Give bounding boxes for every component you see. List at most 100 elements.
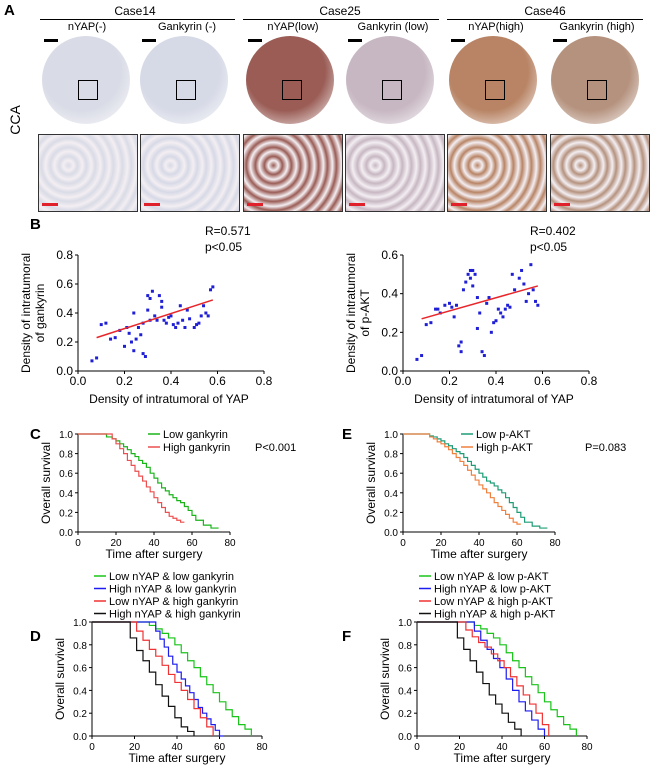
scatter-chart-pakt: 0.0 0.2 0.4 0.6 0.8 0.0 0.2 0.4 0.6 R=0.402 p<0.05… — [344, 224, 598, 406]
case-title-3: Case46 — [524, 4, 566, 18]
data-point — [524, 299, 528, 303]
zoomed-tissue-3 — [243, 134, 343, 212]
data-point — [508, 305, 512, 309]
data-point — [473, 272, 477, 276]
y-tick-label: 0.0 — [398, 732, 412, 743]
data-point — [459, 340, 463, 344]
legend-label: Low nYAP & low p-AKT — [434, 571, 549, 583]
x-tick-label: 60 — [539, 742, 551, 753]
survival-curve — [92, 621, 224, 737]
y-axis-title-group: Overall survival — [53, 638, 67, 720]
data-point — [454, 303, 458, 307]
data-point — [160, 299, 164, 303]
scale-bar-overview-4 — [348, 39, 362, 42]
data-point — [155, 318, 159, 322]
data-point — [415, 357, 419, 361]
data-point — [517, 276, 521, 280]
data-point — [171, 323, 175, 327]
y-tick-label: 0.6 — [381, 248, 398, 262]
column-label-4: Gankyrin (low) — [357, 21, 429, 33]
x-tick-label: 0 — [400, 538, 406, 549]
x-tick-label: 20 — [454, 742, 466, 753]
panel-letter-e: E — [342, 426, 353, 443]
zoom-region-box-2 — [176, 80, 196, 100]
data-point — [434, 307, 438, 311]
data-point — [534, 299, 538, 303]
y-tick-label: 0.2 — [398, 709, 412, 720]
data-point — [136, 326, 140, 329]
y-axis-title-line1: Density of intratumoral — [19, 253, 33, 373]
data-point — [99, 323, 103, 327]
data-point — [499, 311, 503, 315]
y-tick-label: 0.8 — [56, 248, 73, 262]
data-point — [109, 337, 113, 341]
correlation-p-label: p<0.05 — [530, 240, 567, 254]
x-tick-label: 0 — [89, 742, 95, 753]
x-axis-title: Time after surgery — [454, 751, 551, 765]
data-point — [178, 304, 182, 308]
data-point — [480, 350, 484, 354]
data-point — [492, 321, 496, 325]
scale-bar-overview-1 — [44, 39, 58, 42]
data-point — [475, 296, 479, 300]
survival-curve — [417, 621, 550, 736]
data-point — [529, 263, 533, 267]
scale-bar-overview-3 — [248, 39, 262, 42]
data-point — [169, 314, 173, 318]
data-point — [461, 288, 465, 292]
data-point — [482, 354, 486, 358]
x-axis-title: Time after surgery — [431, 547, 528, 561]
survival-chart-d: 0 20 40 60 80 0.0 0.2 0.4 0.6 0.8 1.0 Time after su… — [53, 571, 268, 765]
data-point — [485, 301, 489, 305]
data-point — [468, 276, 472, 280]
data-point — [522, 282, 526, 286]
data-point — [199, 314, 203, 318]
data-point — [209, 288, 213, 292]
x-tick-label: 40 — [496, 742, 508, 753]
y-tick-label: 0.4 — [381, 287, 398, 301]
row-label-cca: CCA — [7, 105, 23, 135]
data-point — [464, 280, 468, 284]
legend-label: Low nYAP & high p-AKT — [434, 596, 553, 608]
panel-letter-c: C — [30, 426, 41, 443]
survival-curve — [92, 621, 195, 736]
x-tick-label: 0.8 — [256, 374, 273, 388]
regression-line — [96, 299, 214, 339]
x-tick-label: 0.0 — [395, 374, 412, 388]
y-tick-label: 0.4 — [384, 489, 398, 500]
legend-label: High nYAP & low gankyrin — [109, 584, 236, 596]
y-axis-title-line2: of gankyrin — [33, 284, 47, 343]
y-axis-title-group: Overall survival — [378, 638, 392, 720]
scale-bar-overview-2 — [142, 39, 156, 42]
column-label-3: nYAP(low) — [267, 21, 319, 33]
zoom-region-box-4 — [382, 80, 402, 100]
x-tick-label: 20 — [110, 538, 122, 549]
scale-bar-zoom-2 — [144, 203, 160, 206]
data-point — [527, 292, 531, 296]
y-tick-label: 0.4 — [56, 306, 73, 320]
data-point — [202, 304, 206, 308]
survival-curve — [403, 433, 521, 525]
y-axis-title-line1: Density of intratumoral — [344, 253, 358, 373]
x-tick-label: 0 — [414, 742, 420, 753]
survival-curve — [92, 621, 214, 736]
y-axis-title: Overall survival — [53, 638, 67, 720]
data-point — [429, 321, 433, 325]
data-point — [510, 272, 514, 276]
data-point — [148, 297, 152, 300]
zoom-region-box-5 — [485, 80, 505, 100]
survival-curve — [417, 621, 577, 736]
x-tick-label: 0.4 — [163, 374, 180, 388]
data-point — [139, 333, 143, 337]
correlation-r-label: R=0.402 — [530, 224, 576, 238]
x-axis-title: Density of intratumoral of YAP — [89, 392, 249, 406]
x-tick-label: 60 — [186, 538, 198, 549]
data-point — [123, 344, 126, 348]
zoomed-tissue-4 — [345, 134, 445, 212]
y-tick-label: 0.0 — [381, 364, 398, 378]
data-point — [90, 359, 94, 363]
y-tick-label: 1.0 — [59, 430, 73, 441]
y-axis-title-group: Density of intratumoral of p-AKT — [344, 253, 372, 373]
x-tick-label: 20 — [129, 742, 141, 753]
data-point — [420, 354, 424, 358]
